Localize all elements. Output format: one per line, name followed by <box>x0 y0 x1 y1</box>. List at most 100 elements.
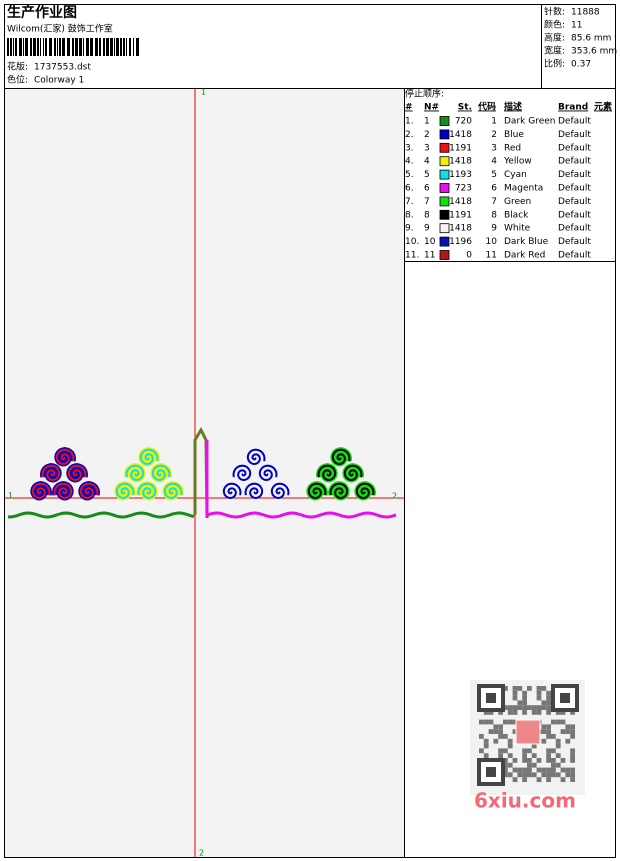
color-swatch <box>439 250 450 260</box>
bar-stripe <box>103 38 105 56</box>
stat-value: 11 <box>571 21 582 31</box>
qr-logo <box>515 719 541 745</box>
qr-cell <box>503 762 508 768</box>
embroidery <box>7 426 397 519</box>
qr-cell <box>555 710 561 715</box>
qr-cell <box>531 762 537 768</box>
motif-spiral <box>115 482 135 500</box>
column-header: 描述 <box>504 101 522 113</box>
qr-cell <box>498 710 503 715</box>
stat-value: 11888 <box>571 8 600 18</box>
color-swatch <box>439 116 450 126</box>
code: 11 <box>486 251 497 261</box>
code: 5 <box>491 170 497 180</box>
code: 1 <box>491 117 497 127</box>
qr-cell <box>507 710 513 715</box>
code: 8 <box>491 210 497 220</box>
column-header: 元素 <box>594 101 612 113</box>
bar-stripe <box>30 38 32 56</box>
qr-cell <box>555 772 561 778</box>
stat-label: 宽度: <box>544 45 565 57</box>
column-header: N# <box>424 103 439 113</box>
qr-cell <box>536 758 542 763</box>
qr-cell <box>546 753 551 758</box>
qr-cell <box>570 729 575 734</box>
qr-cell <box>565 724 571 730</box>
description: Yellow <box>503 157 532 167</box>
qr-cell <box>512 690 518 696</box>
stitches: 1418 <box>449 130 472 140</box>
qr-cell <box>531 705 537 710</box>
stat-value: 85.6 mm <box>571 34 611 44</box>
qr-cell <box>570 710 575 715</box>
stitches: 723 <box>455 184 472 194</box>
bar-stripe <box>37 38 39 56</box>
column-header: St. <box>458 103 472 113</box>
needle: 1 <box>424 117 430 127</box>
bar-stripe <box>72 38 74 56</box>
marker: 1 <box>201 88 206 97</box>
motif-spiral <box>232 464 252 482</box>
motif-spiral <box>151 464 171 482</box>
qr-cell <box>507 753 513 758</box>
stitches: 1191 <box>449 143 472 153</box>
qr-cell <box>541 772 547 778</box>
bar-stripe <box>59 38 61 56</box>
qr-cell <box>483 743 489 749</box>
bar-stripe <box>90 38 93 56</box>
qr-finder <box>560 693 570 703</box>
qr-cell <box>527 686 532 691</box>
bar-stripe <box>33 38 36 56</box>
qr-cell <box>488 710 494 715</box>
stitches: 1418 <box>449 157 472 167</box>
qr-cell <box>507 743 513 749</box>
qr-cell <box>551 772 556 778</box>
qr-cell <box>503 719 508 725</box>
color-swatch <box>439 156 450 167</box>
qr-cell <box>536 695 542 701</box>
code: 10 <box>486 237 498 247</box>
bar-stripe <box>83 38 84 56</box>
bar-stripe <box>13 38 14 56</box>
stop: 2. <box>405 130 414 140</box>
color-swatch <box>439 183 450 193</box>
qr-cell <box>555 738 561 744</box>
qr-cell <box>570 724 575 730</box>
qr-cell <box>503 767 508 773</box>
marker: 2 <box>392 492 397 501</box>
qr-cell <box>536 767 542 773</box>
qr-cell <box>503 734 508 739</box>
description: White <box>504 224 531 234</box>
qr-cell <box>507 762 513 768</box>
needle: 7 <box>424 197 430 207</box>
qr-cell <box>546 695 551 701</box>
company: Wilcom(汇家) 鼓饰工作室 <box>7 23 113 35</box>
qr-cell <box>503 686 508 691</box>
needle: 8 <box>424 210 430 220</box>
qr-cell <box>517 767 523 773</box>
colorway: Colorway 1 <box>34 76 84 86</box>
qr-cell <box>483 710 489 715</box>
qr-cell <box>483 719 489 725</box>
bar-stripe <box>116 38 119 56</box>
brand: Default <box>558 117 591 127</box>
qr-finder <box>477 684 505 712</box>
qr-cell <box>512 710 518 715</box>
bar-stripe <box>106 38 109 56</box>
qr-cell <box>560 729 566 734</box>
qr-cell <box>522 777 527 782</box>
brand: Default <box>558 224 591 234</box>
qr-cell <box>507 719 513 725</box>
qr-cell <box>527 767 532 773</box>
motif-spiral <box>222 482 242 500</box>
qr-cell <box>522 758 527 763</box>
motif-spiral <box>343 464 363 482</box>
motif-spiral <box>31 482 51 500</box>
description: Cyan <box>504 170 527 180</box>
motif-spiral <box>53 482 73 500</box>
motif-spiral <box>55 448 75 466</box>
qr-cell <box>522 695 527 701</box>
qr-cell <box>546 724 551 730</box>
bar-stripe <box>75 38 78 56</box>
